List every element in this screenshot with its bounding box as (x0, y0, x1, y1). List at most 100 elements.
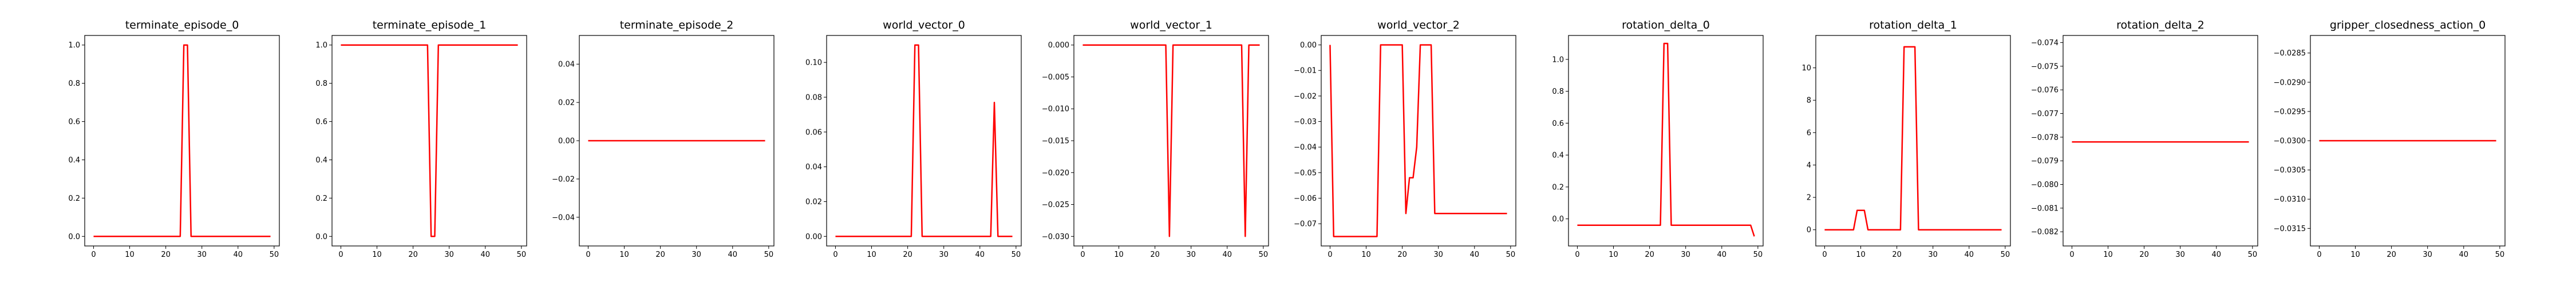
y-tick-label: 0.00 (558, 137, 575, 146)
series-line (1329, 44, 1507, 237)
axes-frame (826, 35, 1022, 247)
x-tick-label: 10 (1856, 251, 1866, 259)
axes-frame (84, 35, 280, 247)
y-tick-label: 0.04 (558, 61, 575, 69)
x-tick-label: 20 (2139, 251, 2149, 259)
x-tick-label: 10 (619, 251, 629, 259)
y-tick-label: 10 (1801, 64, 1811, 73)
y-tick-label: −0.078 (2031, 133, 2059, 142)
y-tick-label: −0.0295 (2274, 108, 2306, 116)
y-tick-label: 0.4 (315, 156, 327, 165)
x-tick-label: 30 (444, 251, 454, 259)
subplot-rotation-delta-2: rotation_delta_2 0 10 20 30 40 50 −0.074 −0.075 −… (2031, 19, 2258, 259)
axes-frame (1815, 35, 2011, 247)
y-tick-label: −0.079 (2031, 157, 2059, 166)
y-tick-label: 0.00 (805, 233, 822, 241)
y-tick-label: −0.081 (2031, 204, 2059, 213)
series-line (1577, 42, 1755, 237)
x-tick-label: 30 (2423, 251, 2432, 259)
y-tick-label: 0.10 (805, 59, 822, 67)
y-tick-label: −0.076 (2031, 86, 2059, 95)
y-tick-label: 0.0 (68, 233, 80, 241)
y-tick-label: −0.077 (2031, 110, 2059, 118)
x-tick-label: 50 (270, 251, 279, 259)
y-tick-label: −0.02 (552, 175, 575, 184)
subplot-rotation-delta-0: rotation_delta_0 0 10 20 30 40 50 0.0 0.2 0.4 0.6 0… (1552, 19, 1764, 259)
y-tick-label: 1.0 (68, 41, 80, 50)
subplot-title: rotation_delta_1 (1869, 19, 1957, 31)
y-tick-label: 2 (1807, 194, 1811, 202)
y-tick-label: −0.0285 (2274, 49, 2306, 58)
x-tick-label: 50 (2001, 251, 2010, 259)
y-tick-label: 1.0 (1552, 55, 1564, 64)
y-tick-label: 0.4 (1552, 152, 1564, 160)
y-tick-label: −0.074 (2031, 39, 2059, 47)
series-line (835, 44, 1013, 237)
x-tick-label: 20 (408, 251, 418, 259)
x-tick-label: 0 (1822, 251, 1827, 259)
x-tick-label: 50 (2495, 251, 2505, 259)
y-tick-label: 0.6 (1552, 120, 1564, 128)
x-tick-label: 10 (372, 251, 382, 259)
y-tick-label: −0.082 (2031, 228, 2059, 237)
x-tick-label: 10 (2350, 251, 2360, 259)
x-tick-label: 30 (939, 251, 949, 259)
x-tick-label: 40 (234, 251, 243, 259)
axes-frame (331, 35, 527, 247)
x-tick-label: 20 (1892, 251, 1902, 259)
x-tick-label: 20 (1397, 251, 1407, 259)
y-tick-label: 0.8 (68, 80, 80, 88)
y-tick-label: −0.01 (1294, 67, 1317, 76)
x-tick-label: 0 (2317, 251, 2321, 259)
y-tick-label: −0.015 (1042, 137, 1069, 146)
x-tick-label: 40 (975, 251, 985, 259)
y-tick-label: −0.025 (1042, 201, 1069, 209)
x-tick-label: 20 (1645, 251, 1654, 259)
x-tick-label: 30 (1433, 251, 1443, 259)
x-tick-label: 50 (1012, 251, 1021, 259)
y-tick-label: 0.6 (68, 118, 80, 126)
x-tick-label: 40 (728, 251, 738, 259)
y-tick-label: −0.0310 (2274, 196, 2306, 204)
x-tick-label: 0 (91, 251, 96, 259)
y-tick-label: −0.0305 (2274, 166, 2306, 175)
y-tick-label: 0.2 (1552, 183, 1564, 192)
x-tick-label: 0 (1080, 251, 1085, 259)
x-tick-label: 20 (2387, 251, 2396, 259)
y-tick-label: 0.4 (68, 156, 80, 165)
x-tick-label: 40 (1965, 251, 1974, 259)
subplot-terminate-episode-0: terminate_episode_0 0 10 20 30 40 50 0.0 0.2 0.4 0… (68, 19, 280, 259)
x-tick-label: 20 (161, 251, 171, 259)
x-tick-label: 0 (2069, 251, 2074, 259)
subplot-rotation-delta-1: rotation_delta_1 0 10 20 30 40 50 0 2 4 6 8 10 (1801, 19, 2011, 259)
series-line (1082, 44, 1260, 237)
y-tick-label: −0.07 (1294, 220, 1317, 229)
y-tick-label: −0.0290 (2274, 78, 2306, 87)
x-tick-label: 50 (1259, 251, 1269, 259)
subplot-gripper-closedness-action-0: gripper_closedness_action_0 0 10 20 30 40 50 −0… (2274, 19, 2506, 259)
x-tick-label: 40 (1470, 251, 1480, 259)
y-tick-label: 0.2 (68, 194, 80, 203)
x-tick-label: 20 (1150, 251, 1160, 259)
x-tick-label: 30 (197, 251, 207, 259)
y-tick-label: 0.00 (1300, 41, 1317, 50)
subplot-world-vector-2: world_vector_2 0 10 20 30 40 50 0.00 −0.01 −0.02 −… (1294, 19, 1516, 259)
x-tick-label: 0 (1575, 251, 1579, 259)
y-tick-label: −0.020 (1042, 169, 1069, 177)
x-tick-label: 40 (481, 251, 491, 259)
y-tick-label: 0.0 (1552, 215, 1564, 224)
x-tick-label: 30 (2175, 251, 2185, 259)
y-tick-label: −0.05 (1294, 169, 1317, 177)
y-tick-label: −0.005 (1042, 73, 1069, 82)
subplot-title: terminate_episode_0 (125, 19, 239, 31)
subplot-title: gripper_closedness_action_0 (2330, 19, 2486, 31)
x-tick-label: 20 (903, 251, 912, 259)
subplot-world-vector-0: world_vector_0 0 10 20 30 40 50 0.00 0.02 0.04 0.0… (805, 19, 1022, 259)
y-tick-label: 0 (1807, 226, 1811, 235)
y-tick-label: 0.2 (315, 194, 327, 203)
x-tick-label: 10 (2103, 251, 2113, 259)
x-tick-label: 40 (1717, 251, 1727, 259)
x-tick-label: 50 (517, 251, 527, 259)
x-tick-label: 10 (1361, 251, 1371, 259)
y-tick-label: −0.010 (1042, 105, 1069, 114)
